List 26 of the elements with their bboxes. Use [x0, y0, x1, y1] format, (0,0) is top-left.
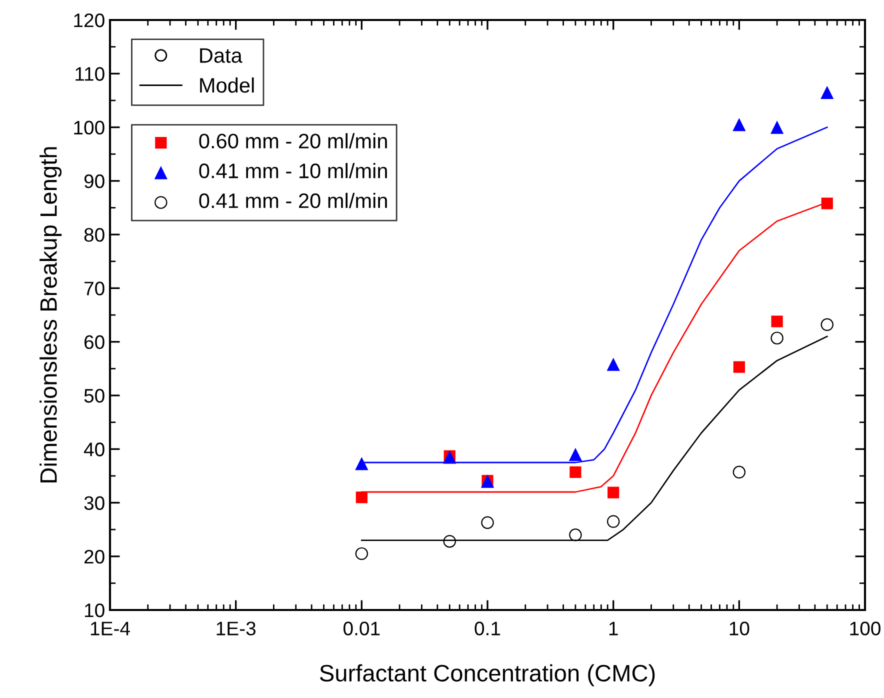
legend-label: 0.41 mm - 10 ml/min: [199, 162, 387, 178]
y-axis-title: Dimensionsless Breakup Length: [40, 147, 62, 482]
x-tick-label: 100: [850, 622, 880, 636]
y-tick-label: 60: [84, 335, 104, 350]
x-axis-title: Surfactant Concentration (CMC): [320, 664, 655, 686]
y-tick-label: 100: [74, 120, 104, 135]
y-tick-label: 120: [74, 13, 104, 28]
x-tick-label: 1E-3: [216, 622, 256, 636]
x-tick-label: 1: [609, 622, 618, 636]
legend-label: Model: [200, 77, 254, 93]
annotation: Data: [200, 48, 242, 63]
y-tick-label: 70: [84, 282, 104, 296]
x-tick-label: 0.1: [474, 622, 500, 636]
x-tick-label: 10: [730, 622, 750, 636]
y-tick-label: 110: [76, 67, 104, 81]
y-tick-label: 40: [84, 442, 104, 456]
legend-label: 0.41 mm - 20 ml/min: [199, 192, 387, 208]
x-tick-label: 0.01: [344, 622, 380, 636]
y-tick-label: 90: [84, 174, 104, 188]
y-tick-label: 10: [84, 603, 104, 618]
y-tick-label: 50: [84, 388, 104, 403]
y-tick-label: 30: [84, 496, 104, 510]
y-tick-label: 20: [84, 550, 104, 564]
x-tick-label: 1E-4: [90, 622, 130, 636]
y-tick-label: 80: [84, 228, 104, 242]
legend-label: 0.60 mm - 20 ml/min: [199, 133, 387, 148]
